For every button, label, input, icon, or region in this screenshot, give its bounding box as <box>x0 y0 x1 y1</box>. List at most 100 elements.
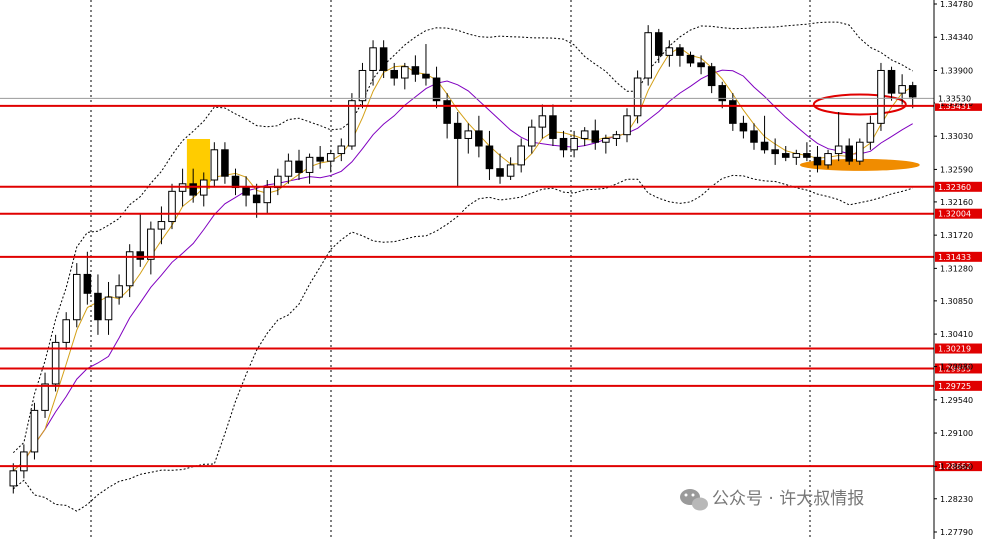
candle-body-bull <box>9 470 18 487</box>
candle-body-bear <box>83 273 92 294</box>
candle <box>9 463 18 494</box>
candle <box>686 51 695 67</box>
tick-label: 1.29540 <box>940 396 973 405</box>
moving-averages <box>12 47 913 472</box>
candle <box>83 251 92 305</box>
price-axis: 1.34780 1.34340 1.33900 1.33470 1.33030 1.325… <box>933 0 982 539</box>
wechat-icon <box>680 489 708 511</box>
candle-body-bear <box>432 77 441 102</box>
level-label: 1.29955 <box>938 364 971 373</box>
level-label: 1.33431 <box>938 102 971 111</box>
candle <box>316 146 324 169</box>
tick-label: 1.31280 <box>940 264 973 273</box>
candle-body-bear <box>739 122 748 132</box>
candle-body-bull <box>284 160 293 177</box>
candle <box>30 402 39 460</box>
tick-label: 1.29980 <box>940 363 973 372</box>
candle <box>654 28 663 63</box>
candle-body-bull <box>337 145 346 155</box>
candle <box>390 62 399 86</box>
candle <box>485 130 494 180</box>
candle-body-bull <box>210 149 219 181</box>
resistance-marker-ellipse <box>812 93 907 116</box>
candle-body-bear <box>750 130 758 143</box>
candle-body-bull <box>506 164 515 177</box>
candle-body-bull <box>263 187 272 204</box>
candle-body-bear <box>295 160 303 173</box>
candle <box>644 25 652 86</box>
candle <box>538 104 547 139</box>
candle <box>707 62 716 94</box>
candle-body-bull <box>665 47 674 56</box>
candle-body-bear <box>845 145 854 162</box>
candle <box>147 221 155 275</box>
candle-body-bear <box>316 156 324 162</box>
level-label: 1.28662 <box>938 462 971 471</box>
candle-body-bear <box>221 149 229 177</box>
candle-body-bear <box>707 66 716 87</box>
tick-label: 1.27790 <box>940 528 973 537</box>
candle-body-bear <box>549 115 557 139</box>
candle <box>337 138 346 162</box>
candle-body-bear <box>189 183 197 196</box>
candle <box>305 153 314 184</box>
level-label: 1.30219 <box>938 345 971 354</box>
candle-body-bull <box>125 251 134 287</box>
level-label-bg <box>935 461 982 472</box>
candle-body-bear <box>242 187 250 196</box>
candle-body-bear <box>887 69 896 94</box>
candle <box>411 55 420 82</box>
candle-body-bull <box>898 85 906 94</box>
candle-body-bear <box>443 100 451 124</box>
candle <box>125 244 134 298</box>
watermark-text: 公众号 · 许大叔情报 <box>712 489 864 509</box>
candle <box>94 274 102 335</box>
candle-body-bear <box>591 130 600 143</box>
candle <box>771 138 779 165</box>
candle <box>845 138 854 165</box>
candle <box>20 444 28 479</box>
candle <box>104 281 113 335</box>
level-label-bg <box>935 343 982 354</box>
candle-body-bear <box>908 85 917 98</box>
candles <box>9 25 917 494</box>
candle-body-bear <box>453 122 462 139</box>
candle-body-bear <box>411 66 420 75</box>
candle <box>295 149 303 180</box>
candle <box>612 130 621 147</box>
candle <box>51 334 60 392</box>
candle <box>729 93 737 131</box>
candle <box>866 115 875 150</box>
candle-body-bull <box>369 47 377 71</box>
candle <box>591 119 600 150</box>
candle <box>739 115 748 139</box>
candle <box>453 112 462 188</box>
candle <box>676 44 684 67</box>
candle-body-bull <box>856 141 864 162</box>
candle-body-bull <box>168 190 176 223</box>
candle-body-bear <box>654 32 663 56</box>
candle <box>72 263 81 328</box>
tick-label: 1.32160 <box>940 198 973 207</box>
tick-label: 1.34340 <box>940 33 973 42</box>
candle <box>602 134 610 154</box>
candle-body-bear <box>771 149 779 155</box>
candle <box>824 149 832 169</box>
level-label: 1.32004 <box>938 210 971 219</box>
candle <box>549 104 557 147</box>
tick-label: 1.32590 <box>940 165 973 174</box>
candle-body-bull <box>104 296 113 321</box>
candle-body-bull <box>326 153 335 162</box>
level-label: 1.31433 <box>938 253 971 262</box>
candle <box>422 44 430 86</box>
candle <box>781 146 790 162</box>
candle <box>348 93 356 150</box>
candle-body-bull <box>30 409 39 453</box>
candle-body-bear <box>803 153 811 158</box>
candle <box>443 93 451 139</box>
candle <box>834 112 843 162</box>
watermark: 公众号 · 许大叔情报 <box>680 489 864 511</box>
candle-body-bear <box>496 168 504 177</box>
candle-body-bull <box>517 145 525 166</box>
